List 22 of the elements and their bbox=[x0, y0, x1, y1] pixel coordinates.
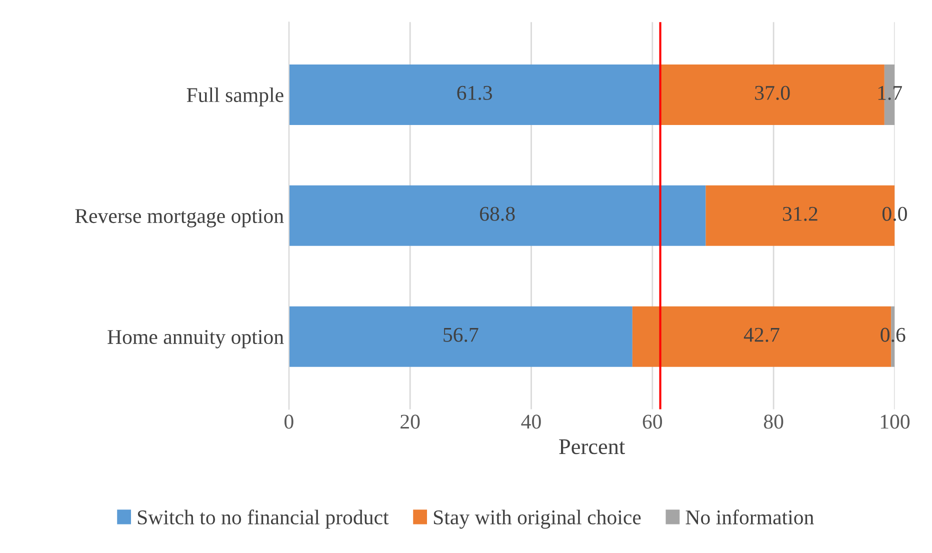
x-axis-title: Percent bbox=[559, 439, 626, 454]
y-tick-label: Home annuity option bbox=[108, 330, 284, 348]
legend-label: Switch to no financial product bbox=[138, 510, 389, 529]
y-tick-label: Reverse mortgage option bbox=[75, 209, 284, 228]
x-tick-label: 0 bbox=[284, 414, 294, 429]
data-label: 42.7 bbox=[744, 328, 780, 342]
data-label: 68.8 bbox=[480, 206, 515, 221]
y-tick-label: Full sample bbox=[186, 87, 284, 106]
data-label: 56.7 bbox=[444, 328, 478, 342]
bar bbox=[288, 185, 706, 246]
legend-label: No information bbox=[686, 510, 814, 524]
bar bbox=[288, 64, 660, 125]
x-tick-label: 100 bbox=[880, 414, 910, 429]
data-label: 37.0 bbox=[755, 86, 790, 100]
data-label: 61.3 bbox=[457, 86, 492, 100]
data-label: 31.2 bbox=[782, 206, 818, 221]
x-tick-label: 60 bbox=[642, 414, 662, 429]
legend-label: Stay with original choice bbox=[434, 510, 641, 529]
x-tick-label: 40 bbox=[521, 414, 541, 429]
x-tick-label: 20 bbox=[400, 414, 420, 429]
bar bbox=[288, 306, 632, 367]
x-tick-label: 80 bbox=[764, 414, 784, 429]
